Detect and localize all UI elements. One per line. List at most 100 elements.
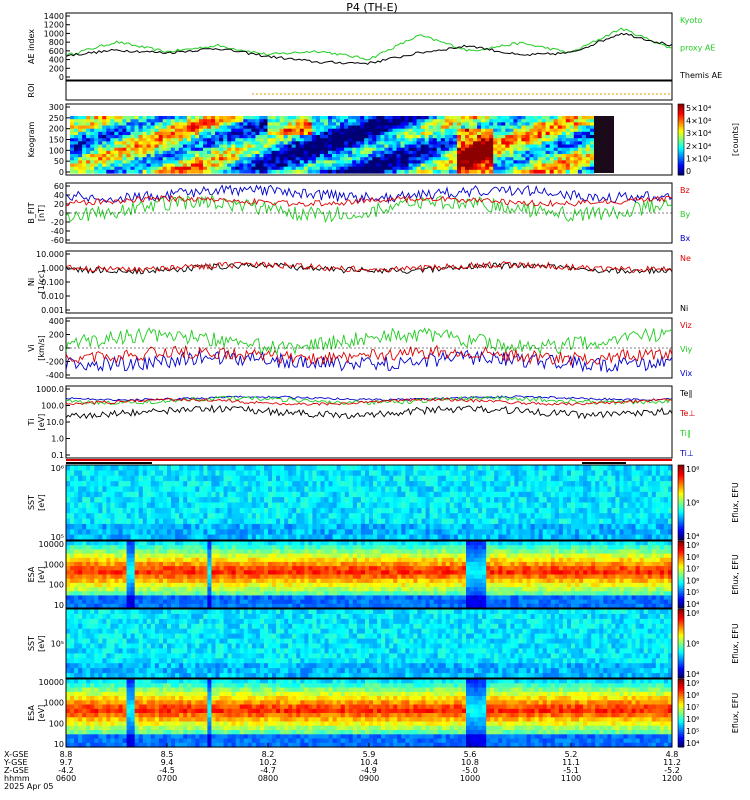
spectrogram-cell (369, 497, 374, 503)
spectrogram-cell (643, 475, 649, 482)
colorbar-cell (678, 591, 684, 594)
spectrogram-cell (74, 553, 79, 559)
spectrogram-cell (102, 481, 107, 487)
keogram-cell (392, 135, 398, 139)
spectrogram-cell (316, 491, 321, 498)
spectrogram-cell (615, 534, 620, 541)
keogram-cell (255, 147, 260, 152)
keogram-cell (203, 154, 208, 158)
spectrogram-cell (502, 507, 507, 514)
spectrogram-cell (360, 486, 366, 493)
spectrogram-cell (639, 502, 645, 509)
spectrogram-cell (175, 497, 180, 503)
keogram-cell (444, 157, 450, 161)
keogram-cell (340, 147, 345, 152)
y-tick-label: 200 (49, 64, 64, 73)
spectrogram-cell (90, 491, 95, 498)
spectrogram-cell (413, 470, 418, 477)
spectrogram-cell (268, 497, 273, 503)
spectrogram-cell (126, 513, 132, 520)
spectrogram-cell (235, 529, 241, 536)
spectrogram-cell (296, 523, 301, 530)
colorbar-label: Eflux, EFU (731, 623, 740, 664)
keogram-cell (130, 166, 136, 171)
spectrogram-cell (530, 486, 536, 493)
spectrogram-cell (288, 529, 293, 536)
colorbar-cell (678, 118, 684, 121)
keogram-cell (287, 128, 293, 133)
panel-label: AE index (27, 29, 36, 64)
keogram-cell (231, 160, 236, 165)
spectrogram-cell (134, 470, 140, 477)
spectrogram-cell (308, 529, 313, 536)
keogram-cell (444, 166, 450, 171)
spectrogram-cell (316, 475, 321, 482)
colorbar-cell (678, 664, 684, 667)
keogram-cell (340, 128, 345, 133)
spectrogram-cell (82, 486, 87, 493)
spectrogram-cell (615, 523, 620, 530)
keogram-cell (549, 125, 555, 130)
keogram-cell (344, 160, 349, 165)
keogram-cell (352, 116, 357, 120)
spectrogram-cell (126, 465, 132, 471)
spectrogram-cell (122, 518, 128, 525)
spectrogram-cell (82, 595, 87, 601)
keogram-cell (432, 122, 438, 127)
keogram-cell (178, 138, 184, 142)
spectrogram-cell (554, 475, 560, 482)
spectrogram-cell (385, 534, 390, 541)
spectrogram-cell (66, 523, 71, 530)
spectrogram-cell (373, 502, 378, 509)
spectrogram-cell (583, 470, 588, 477)
keogram-cell (444, 128, 450, 133)
spectrogram-cell (66, 481, 71, 487)
spectrogram-cell (579, 534, 584, 541)
keogram-cell (134, 144, 140, 149)
keogram-cell (452, 166, 458, 171)
spectrogram-cell (587, 481, 592, 487)
keogram-cell (376, 147, 381, 152)
keogram-cell (94, 138, 99, 142)
spectrogram-cell (150, 513, 156, 520)
spectrogram-cell (82, 529, 87, 536)
y-tick-label: 10⁵ (51, 533, 64, 542)
keogram-cell (388, 144, 393, 149)
panel-unit: [eV] (37, 635, 46, 652)
keogram-cell (424, 157, 430, 161)
spectrogram-cell (526, 481, 532, 487)
keogram-cell (150, 163, 156, 168)
keogram-cell (154, 160, 160, 165)
spectrogram-cell (98, 523, 103, 530)
spectrogram-cell (599, 513, 604, 520)
spectrogram-cell (518, 529, 523, 536)
keogram-cell (372, 163, 377, 168)
keogram-cell (396, 147, 402, 152)
panel-unit: [1/cc] (37, 271, 46, 294)
spectrogram-cell (276, 529, 281, 536)
spectrogram-cell (171, 486, 176, 493)
spectrogram-cell (308, 491, 313, 498)
keogram-cell (340, 119, 345, 123)
keogram-cell (307, 128, 313, 133)
spectrogram-cell (377, 518, 382, 525)
spectrogram-cell (239, 502, 245, 509)
keogram-cell (404, 131, 410, 136)
spectrogram-cell (659, 523, 665, 530)
spectrogram-cell (534, 534, 540, 541)
colorbar-tick-label: 10⁷ (686, 703, 699, 712)
keogram-cell (404, 144, 410, 149)
keogram-cell (215, 147, 220, 152)
keogram-cell (227, 157, 232, 161)
keogram-cell (388, 125, 393, 130)
keogram-cell (106, 128, 111, 133)
spectrogram-cell (227, 465, 233, 471)
spectrogram-cell (381, 518, 386, 525)
keogram-cell (557, 125, 563, 130)
keogram-cell (565, 144, 571, 149)
keogram-cell (110, 169, 115, 174)
spectrogram-cell (647, 507, 653, 514)
spectrogram-cell (627, 523, 633, 530)
keogram-cell (90, 163, 95, 168)
spectrogram-cell (550, 465, 556, 471)
